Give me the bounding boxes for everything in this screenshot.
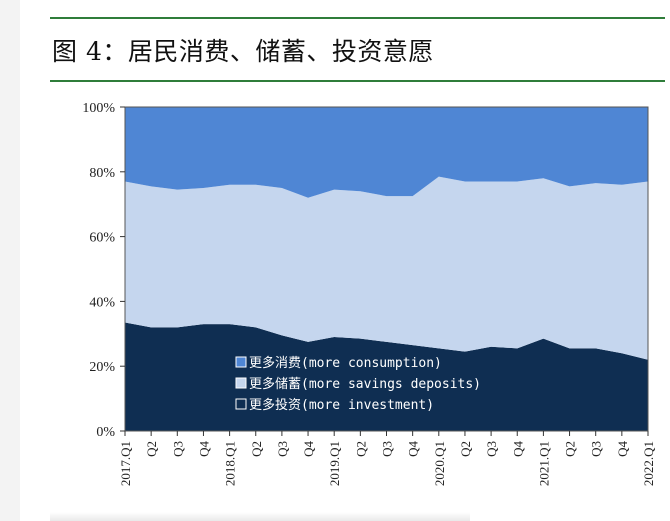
x-tick-label: Q2 bbox=[249, 441, 264, 457]
chart-axes: 0% 20% 40% 60% 80% 100% 2017.Q1 Q2 Q3 Q4 2018.Q1 Q2… bbox=[82, 101, 656, 486]
x-tick-label: Q3 bbox=[589, 441, 604, 457]
x-tick-label: Q2 bbox=[563, 441, 578, 457]
area-series-1 bbox=[125, 176, 648, 360]
figure-title: 图 4：居民消费、储蓄、投资意愿 bbox=[52, 37, 434, 66]
area-series-0 bbox=[125, 322, 648, 431]
y-tick-label: 40% bbox=[89, 295, 115, 310]
x-tick-label: Q3 bbox=[484, 441, 499, 457]
legend-entry: 更多消费(more consumption) bbox=[249, 355, 442, 371]
x-tick-label: 2022.Q1 bbox=[641, 441, 656, 486]
x-tick-label: Q2 bbox=[144, 441, 159, 457]
area-series-2 bbox=[125, 107, 648, 198]
title-rule bbox=[50, 80, 665, 82]
y-tick-label: 60% bbox=[89, 231, 115, 246]
legend-entry: 更多投资(more investment) bbox=[249, 397, 434, 413]
x-tick-label: Q4 bbox=[615, 441, 630, 457]
top-rule bbox=[50, 17, 665, 19]
x-tick-label: 2018.Q1 bbox=[223, 441, 238, 486]
y-tick-label: 100% bbox=[82, 101, 115, 116]
x-tick-label: 2021.Q1 bbox=[536, 441, 551, 486]
y-tick-label: 0% bbox=[96, 425, 115, 440]
x-tick-label: Q3 bbox=[170, 441, 185, 457]
x-tick-label: 2017.Q1 bbox=[118, 441, 133, 486]
x-tick-label: Q4 bbox=[196, 441, 211, 457]
x-tick-label: Q3 bbox=[275, 441, 290, 457]
legend-swatch bbox=[235, 398, 247, 410]
x-tick-label: Q4 bbox=[301, 441, 316, 457]
x-tick-label: Q4 bbox=[510, 441, 525, 457]
x-tick-label: Q2 bbox=[458, 441, 473, 457]
bottom-fade bbox=[50, 512, 470, 521]
legend-swatch bbox=[235, 377, 247, 389]
chart-areas bbox=[125, 107, 648, 431]
legend-entry: 更多储蓄(more savings deposits) bbox=[249, 376, 481, 392]
x-tick-label: Q3 bbox=[380, 441, 395, 457]
x-tick-label: 2019.Q1 bbox=[327, 441, 342, 486]
legend-swatch bbox=[235, 356, 247, 368]
y-tick-label: 80% bbox=[89, 166, 115, 181]
x-tick-label: Q4 bbox=[406, 441, 421, 457]
x-tick-label: Q2 bbox=[353, 441, 368, 457]
x-tick-label: 2020.Q1 bbox=[432, 441, 447, 486]
chart-legend: 更多消费(more consumption) 更多储蓄(more savings … bbox=[235, 355, 481, 413]
y-tick-label: 20% bbox=[89, 360, 115, 375]
page-left-border bbox=[0, 0, 20, 521]
